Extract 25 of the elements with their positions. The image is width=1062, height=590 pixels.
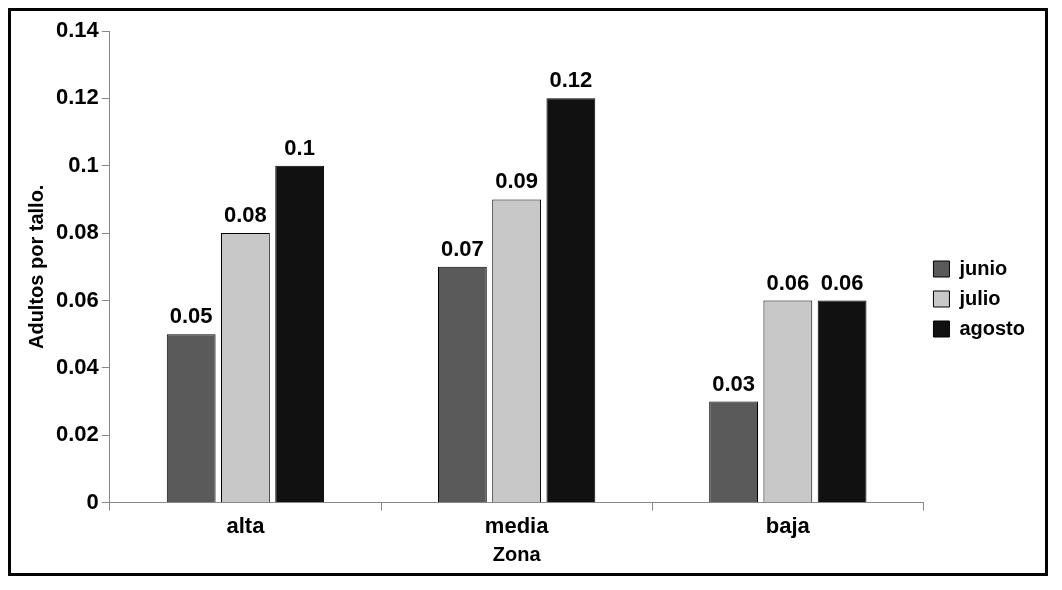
x-tick-label: baja (765, 512, 811, 538)
legend-label: agosto (959, 316, 1026, 339)
y-tick-label: 0.06 (55, 286, 99, 312)
x-tick-label: alta (226, 512, 266, 538)
legend-label: junio (958, 256, 1008, 279)
data-label: 0.08 (224, 202, 267, 228)
legend-label: julio (958, 286, 1001, 309)
data-label: 0.12 (549, 67, 593, 93)
y-tick-label: 0.04 (55, 353, 100, 379)
y-tick-label: 0.12 (55, 84, 99, 110)
x-tick-label: media (484, 512, 550, 538)
data-label: 0.07 (440, 235, 484, 261)
data-label: 0.05 (169, 303, 213, 329)
y-tick-label: 0.14 (55, 17, 100, 43)
data-label: 0.03 (712, 370, 756, 396)
data-label: 0.06 (820, 269, 864, 295)
y-tick-label: 0.02 (55, 421, 99, 447)
y-tick-label: 0.1 (68, 151, 99, 177)
data-label: 0.1 (284, 134, 315, 160)
data-label: 0.06 (766, 269, 810, 295)
y-tick-label: 0.08 (55, 219, 99, 245)
data-label: 0.09 (495, 168, 539, 194)
y-tick-label: 0 (86, 488, 99, 514)
y-axis-title: Adultos por tallo. (24, 184, 47, 350)
x-axis-title: Zona (492, 542, 542, 565)
